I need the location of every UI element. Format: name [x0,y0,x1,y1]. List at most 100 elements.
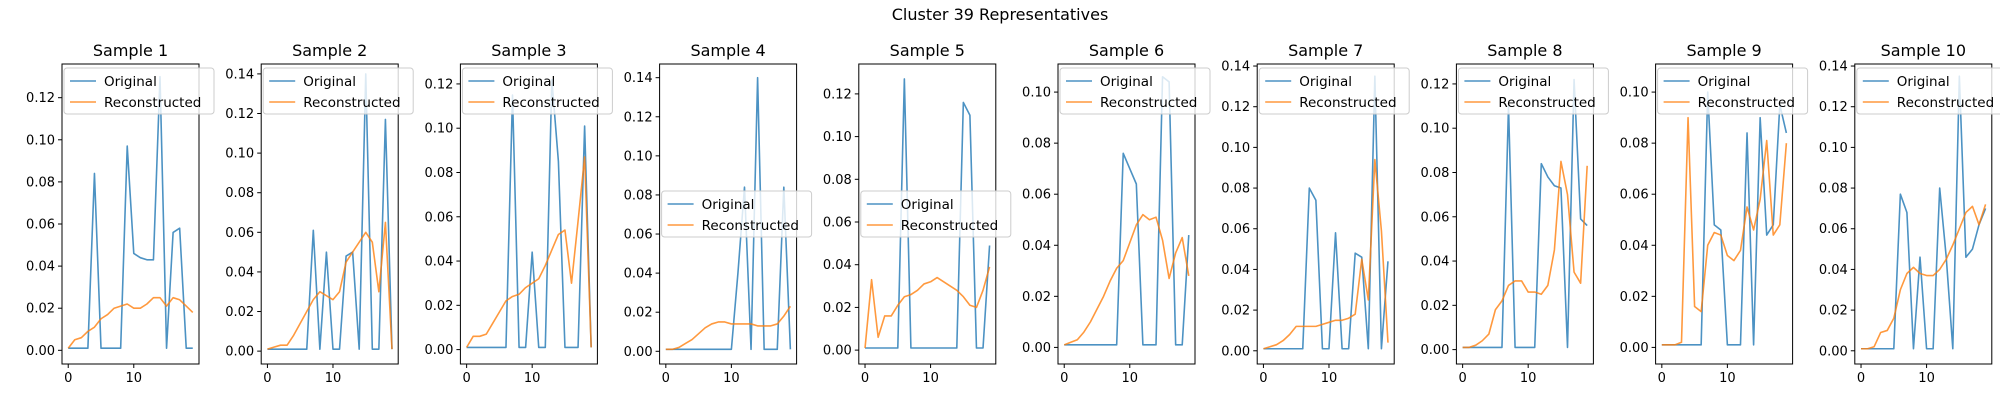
legend-label: Original [104,74,157,90]
y-tick-label: 0.06 [624,228,653,243]
x-tick-label: 10 [1918,371,1935,386]
y-tick-label: 0.00 [1420,343,1449,358]
legend: Original Reconstructed [1258,67,1410,115]
x-tick-label: 10 [325,371,342,386]
y-tick-label: 0.10 [1819,141,1848,156]
legend: Original Reconstructed [461,67,613,115]
panel-title: Sample 7 [1288,41,1363,60]
panel-7: Sample 7 0.00 0.02 0.04 0.06 0.08 0.10 0.12 0.14… [1221,41,1410,386]
y-tick-label: 0.02 [1620,290,1649,305]
legend-label: Reconstructed [702,218,799,234]
y-tick-label: 0.00 [1022,341,1051,356]
legend: Original Reconstructed [1059,67,1211,115]
legend-label: Original [1299,74,1352,90]
legend-label: Reconstructed [1498,95,1595,111]
series-line-reconstructed [267,221,393,350]
y-tick-label: 0.02 [26,302,55,317]
y-tick-label: 0.04 [424,255,453,270]
y-tick-label: 0.04 [1620,239,1649,254]
panel-title: Sample 6 [1089,41,1164,60]
y-tick-label: 0.08 [1221,182,1250,197]
series-line-original [68,75,193,350]
y-tick-label: 0.10 [1620,86,1649,101]
series-line-reconstructed [665,305,792,351]
y-tick-label: 0.10 [1420,122,1449,137]
series-line-reconstructed [1861,204,1987,350]
y-tick-label: 0.04 [225,265,254,280]
y-tick-label: 0.12 [624,110,653,125]
panel-9: Sample 9 0.00 0.02 0.04 0.06 0.08 0.10 0 10 Origi… [1620,41,1809,386]
series-line-reconstructed [1063,213,1190,346]
series-line-original [1064,75,1190,346]
panel-3: Sample 3 0.00 0.02 0.04 0.06 0.08 0.10 0.12 0 10 O… [424,41,613,386]
x-tick-label: 10 [723,371,740,386]
y-tick-label: 0.04 [1819,263,1848,278]
x-tick-label: 10 [1520,371,1537,386]
y-tick-label: 0.10 [1221,141,1250,156]
y-tick-label: 0.02 [1221,304,1250,319]
y-tick-label: 0.10 [225,147,254,162]
y-tick-label: 0.00 [1819,344,1848,359]
legend-box [860,190,1012,238]
legend-label: Reconstructed [901,218,998,234]
y-tick-label: 0.02 [1420,299,1449,314]
series-line-reconstructed [1661,116,1788,346]
y-tick-label: 0.02 [424,299,453,314]
legend-label: Reconstructed [1100,95,1197,111]
legend-box [262,67,414,115]
y-tick-label: 0.02 [823,301,852,316]
y-tick-label: 0.02 [225,305,254,320]
series-line-original [865,78,991,349]
legend-label: Reconstructed [104,95,201,111]
series-line-original [267,73,393,350]
panel-title: Sample 8 [1487,41,1562,60]
y-tick-label: 0.08 [1420,166,1449,181]
y-tick-label: 0.08 [624,188,653,203]
series-line-original [665,76,792,351]
legend: Original Reconstructed [262,67,414,115]
y-tick-label: 0.06 [1620,188,1649,203]
panel-4: Sample 4 0.00 0.02 0.04 0.06 0.08 0.10 0.12 0.14… [624,41,813,386]
panel-5: Sample 5 0.00 0.02 0.04 0.06 0.08 0.10 0.12 0 10 O… [823,41,1012,386]
y-tick-label: 0.06 [424,210,453,225]
x-tick-label: 10 [922,371,939,386]
axes-frame [1256,63,1395,365]
series-line-reconstructed [1462,160,1588,349]
x-tick-label: 0 [861,371,869,386]
y-tick-label: 0.06 [26,218,55,233]
y-tick-label: 0.14 [225,67,254,82]
legend-box [63,67,215,115]
legend-label: Reconstructed [1897,95,1994,111]
legend-label: Original [1498,74,1551,90]
axes-frame [1057,63,1196,365]
panel-8: Sample 8 0.00 0.02 0.04 0.06 0.08 0.10 0.12 0 10 O… [1420,41,1609,386]
y-tick-label: 0.08 [823,173,852,188]
y-tick-label: 0.06 [1221,222,1250,237]
series-line-reconstructed [864,266,991,349]
figure-title: Cluster 39 Representatives [892,5,1109,24]
x-tick-label: 0 [1857,371,1865,386]
axes-frame [1655,63,1794,365]
panel-title: Sample 5 [890,41,965,60]
y-tick-label: 0.08 [1022,137,1051,152]
y-tick-label: 0.12 [26,91,55,106]
y-tick-label: 0.14 [624,71,653,86]
x-tick-label: 0 [263,371,271,386]
y-tick-label: 0.00 [823,344,852,359]
legend-label: Original [1698,74,1751,90]
y-tick-label: 0.12 [424,77,453,92]
y-tick-label: 0.12 [1420,77,1449,92]
y-tick-label: 0.14 [1819,60,1848,75]
y-tick-label: 0.06 [1022,188,1051,203]
y-tick-label: 0.08 [225,186,254,201]
x-tick-label: 0 [1060,371,1068,386]
series-line-original [466,78,592,349]
x-tick-label: 10 [1122,371,1139,386]
y-tick-label: 0.12 [823,87,852,102]
panel-6: Sample 6 0.00 0.02 0.04 0.06 0.08 0.10 0 10 Origi… [1022,41,1211,386]
x-tick-label: 10 [524,371,541,386]
legend-label: Original [1897,74,1950,90]
legend: Original Reconstructed [63,67,215,115]
panel-title: Sample 2 [292,41,367,60]
x-tick-label: 0 [1658,371,1666,386]
